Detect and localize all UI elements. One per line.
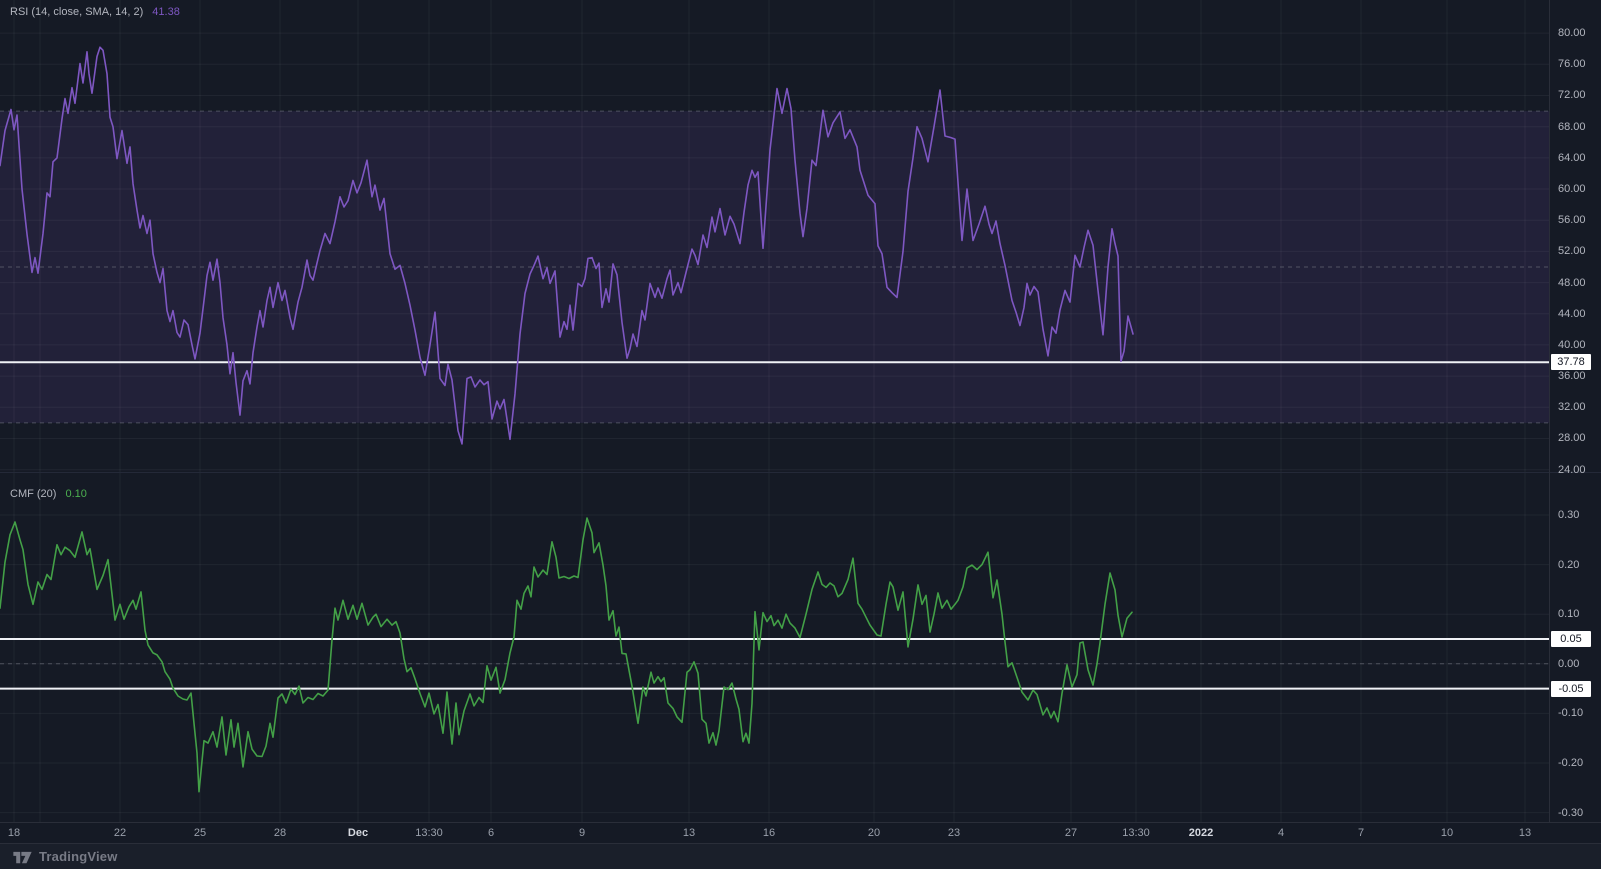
rsi-pane-canvas[interactable]: [0, 0, 1549, 472]
time-tick-27: 27: [1064, 827, 1078, 839]
cmf-price-tick: 0.20: [1558, 558, 1580, 571]
bottom-toolbar: TradingView: [0, 843, 1601, 869]
cmf-level-badge: -0.05: [1551, 680, 1591, 697]
rsi-legend-title[interactable]: RSI (14, close, SMA, 14, 2): [10, 6, 144, 18]
rsi-price-tick: 28.00: [1558, 432, 1586, 445]
rsi-pane: RSI (14, close, SMA, 14, 2) 41.38: [0, 0, 1549, 472]
time-tick-10: 10: [1440, 827, 1454, 839]
cmf-legend[interactable]: CMF (20) 0.10: [10, 487, 87, 502]
rsi-price-tick: 60.00: [1558, 183, 1586, 196]
time-tick-4: 4: [1277, 827, 1285, 839]
cmf-gridlines: [0, 473, 1549, 822]
rsi-price-tick: 64.00: [1558, 151, 1586, 164]
time-tick-Dec: Dec: [347, 827, 369, 839]
cmf-level-badge: 0.05: [1551, 630, 1591, 647]
cmf-price-tick: -0.10: [1558, 707, 1584, 720]
rsi-legend[interactable]: RSI (14, close, SMA, 14, 2) 41.38: [10, 5, 180, 20]
rsi-dashed-levels: [0, 110, 1549, 424]
rsi-price-tick: 44.00: [1558, 307, 1586, 320]
cmf-price-tick: 0.10: [1558, 608, 1580, 621]
rsi-price-tick: 24.00: [1558, 463, 1586, 476]
time-tick-18: 18: [7, 827, 21, 839]
rsi-price-tick: 80.00: [1558, 27, 1586, 40]
time-tick-7: 7: [1357, 827, 1365, 839]
time-tick-13:30: 13:30: [1122, 827, 1150, 839]
rsi-price-tick: 68.00: [1558, 120, 1586, 133]
cmf-pane-canvas[interactable]: [0, 473, 1549, 822]
time-tick-22: 22: [113, 827, 127, 839]
rsi-gridlines: [0, 0, 1549, 472]
rsi-level-badge: 37.78: [1551, 354, 1591, 371]
time-tick-2022: 2022: [1188, 827, 1214, 839]
rsi-price-tick: 48.00: [1558, 276, 1586, 289]
time-scale[interactable]: 18 22 25 28 Dec 13:30 6 9 13 16 20 23 27 13:30 2022 4 7 1…: [0, 822, 1601, 844]
rsi-legend-value: 41.38: [152, 6, 180, 18]
time-tick-28: 28: [273, 827, 287, 839]
cmf-price-tick: -0.30: [1558, 806, 1584, 819]
pane-separator[interactable]: [0, 472, 1601, 473]
rsi-price-tick: 56.00: [1558, 214, 1586, 227]
rsi-price-tick: 32.00: [1558, 401, 1586, 414]
time-tick-13: 13: [682, 827, 696, 839]
cmf-pane: CMF (20) 0.10: [0, 473, 1549, 822]
cmf-legend-title[interactable]: CMF (20): [10, 488, 57, 500]
rsi-price-tick: 40.00: [1558, 338, 1586, 351]
time-tick-20: 20: [867, 827, 881, 839]
time-tick-23: 23: [947, 827, 961, 839]
rsi-price-tick: 52.00: [1558, 245, 1586, 258]
time-tick-6: 6: [487, 827, 495, 839]
rsi-price-tick: 76.00: [1558, 58, 1586, 71]
time-tick-25: 25: [193, 827, 207, 839]
tradingview-logo-link[interactable]: TradingView: [12, 849, 118, 865]
cmf-price-tick: 0.30: [1558, 509, 1580, 521]
cmf-price-tick: 0.00: [1558, 657, 1580, 670]
price-scale[interactable]: 80.00 76.00 72.00 68.00 64.00 60.00 56.00 52.00…: [1549, 0, 1601, 843]
time-tick-13: 13: [1518, 827, 1532, 839]
rsi-price-tick: 72.00: [1558, 89, 1586, 102]
cmf-line-series: [0, 517, 1133, 793]
cmf-price-tick: -0.20: [1558, 756, 1584, 769]
price-scale-separator: [1549, 0, 1550, 843]
tradingview-logo-icon: [13, 851, 32, 863]
rsi-line-series: [0, 46, 1134, 445]
time-tick-13:30: 13:30: [415, 827, 443, 839]
time-tick-16: 16: [762, 827, 776, 839]
rsi-price-tick: 36.00: [1558, 370, 1586, 383]
cmf-legend-value: 0.10: [65, 488, 87, 500]
tradingview-logo-text: TradingView: [39, 849, 118, 864]
time-tick-9: 9: [578, 827, 586, 839]
